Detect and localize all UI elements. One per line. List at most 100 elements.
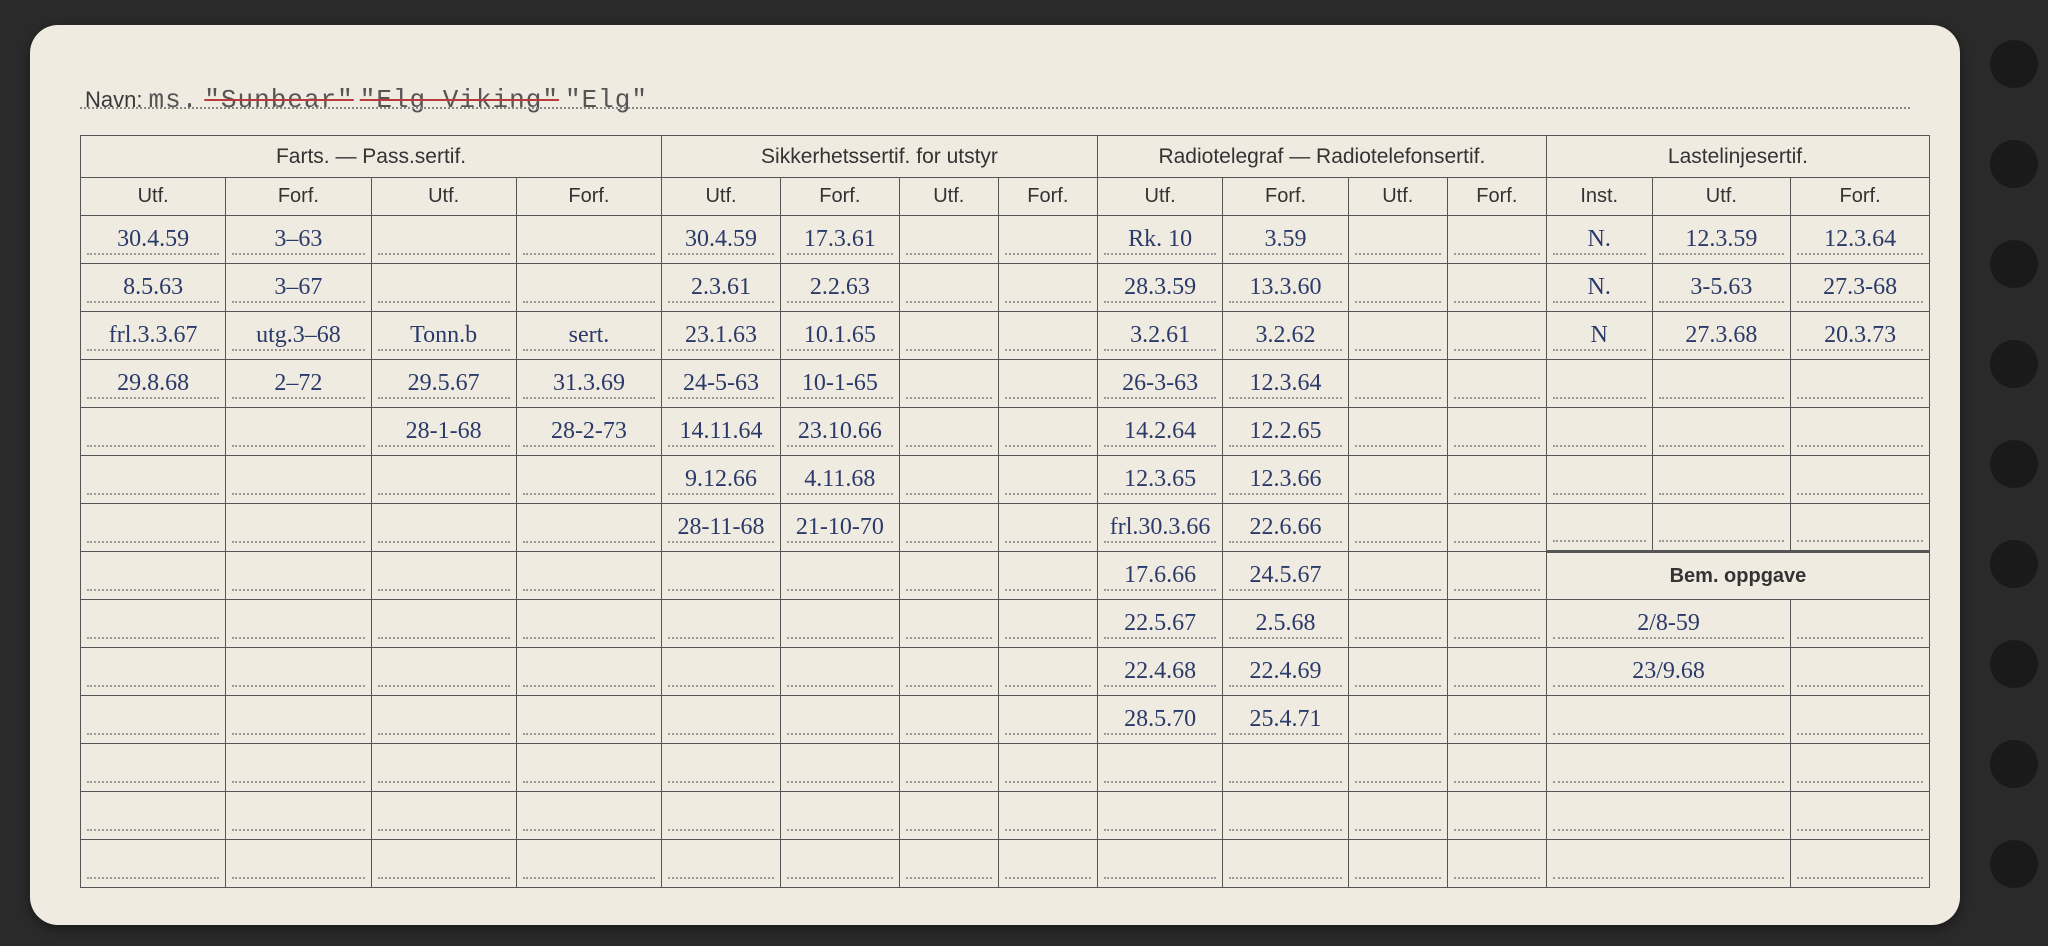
table-cell: utg.3–68 <box>226 312 371 360</box>
table-cell <box>81 744 226 792</box>
handwritten-value: 25.4.71 <box>1250 706 1322 732</box>
handwritten-value: frl.3.3.67 <box>109 322 198 348</box>
table-cell: N. <box>1546 264 1652 312</box>
table-cell <box>371 504 516 552</box>
table-cell: 17.6.66 <box>1097 552 1222 600</box>
table-cell: 28-11-68 <box>662 504 781 552</box>
table-cell: 13.3.60 <box>1223 264 1348 312</box>
table-cell <box>1791 456 1930 504</box>
handwritten-value: 10.1.65 <box>804 322 876 348</box>
table-cell <box>226 744 371 792</box>
handwritten-value: 27.3-68 <box>1823 274 1897 300</box>
table-cell <box>226 456 371 504</box>
handwritten-value: 22.4.68 <box>1124 658 1196 684</box>
table-cell: 3–67 <box>226 264 371 312</box>
handwritten-value: 12.3.66 <box>1250 466 1322 492</box>
table-cell: 21-10-70 <box>780 504 899 552</box>
table-cell: 27.3-68 <box>1791 264 1930 312</box>
table-cell <box>662 840 781 888</box>
table-cell: sert. <box>516 312 661 360</box>
table-row: frl.3.3.67utg.3–68Tonn.bsert.23.1.6310.1… <box>81 312 1930 360</box>
table-row: 22.5.672.5.682/8-59 <box>81 600 1930 648</box>
table-cell: 30.4.59 <box>81 216 226 264</box>
handwritten-value: 14.11.64 <box>679 418 762 444</box>
table-cell <box>516 552 661 600</box>
table-cell: 28-2-73 <box>516 408 661 456</box>
table-cell: 12.2.65 <box>1223 408 1348 456</box>
table-cell: Rk. 10 <box>1097 216 1222 264</box>
table-cell <box>516 840 661 888</box>
handwritten-value: 3.59 <box>1265 226 1307 252</box>
table-cell: 3-5.63 <box>1652 264 1791 312</box>
table-cell <box>998 792 1097 840</box>
table-cell <box>516 456 661 504</box>
handwritten-value: 4.11.68 <box>804 466 875 492</box>
table-cell <box>662 648 781 696</box>
group-sikk: Sikkerhetssertif. for utstyr <box>662 136 1098 178</box>
table-cell <box>1652 408 1791 456</box>
table-row: 8.5.633–672.3.612.2.6328.3.5913.3.60N.3-… <box>81 264 1930 312</box>
table-cell: frl.30.3.66 <box>1097 504 1222 552</box>
hole-icon <box>1990 440 2038 488</box>
table-cell: 29.5.67 <box>371 360 516 408</box>
table-cell: 10-1-65 <box>780 360 899 408</box>
table-cell <box>226 792 371 840</box>
table-cell <box>516 264 661 312</box>
table-cell <box>780 600 899 648</box>
table-cell <box>780 840 899 888</box>
sub-utf: Utf. <box>1097 178 1222 216</box>
hole-icon <box>1990 740 2038 788</box>
table-cell <box>1546 504 1652 552</box>
table-cell <box>899 216 998 264</box>
table-cell <box>371 264 516 312</box>
table-cell <box>81 696 226 744</box>
table-cell <box>780 744 899 792</box>
table-cell <box>662 552 781 600</box>
table-cell <box>1223 792 1348 840</box>
table-cell <box>516 504 661 552</box>
table-cell <box>516 792 661 840</box>
table-row: 17.6.6624.5.67Bem. oppgave <box>81 552 1930 600</box>
table-cell <box>1791 840 1930 888</box>
handwritten-value: Rk. 10 <box>1128 226 1192 252</box>
table-cell <box>1546 456 1652 504</box>
table-cell <box>998 744 1097 792</box>
table-cell: 25.4.71 <box>1223 696 1348 744</box>
table-cell <box>662 744 781 792</box>
ship-name-struck-2: "Elg Viking" <box>360 85 559 115</box>
table-cell <box>1097 840 1222 888</box>
table-cell: N. <box>1546 216 1652 264</box>
table-cell: 22.5.67 <box>1097 600 1222 648</box>
table-row: 28-11-6821-10-70frl.30.3.6622.6.66 <box>81 504 1930 552</box>
table-cell <box>998 312 1097 360</box>
handwritten-value: 14.2.64 <box>1124 418 1196 444</box>
table-cell: 12.3.65 <box>1097 456 1222 504</box>
table-cell <box>899 600 998 648</box>
handwritten-value: 2.3.61 <box>691 274 751 300</box>
ship-name-struck-1: "Sunbear" <box>204 85 353 115</box>
handwritten-value: 28-1-68 <box>406 418 482 444</box>
table-cell <box>1348 312 1447 360</box>
table-cell <box>226 504 371 552</box>
table-cell: 30.4.59 <box>662 216 781 264</box>
table-cell <box>226 648 371 696</box>
table-cell: 9.12.66 <box>662 456 781 504</box>
hole-icon <box>1990 340 2038 388</box>
table-row: 30.4.593–6330.4.5917.3.61Rk. 103.59N.12.… <box>81 216 1930 264</box>
handwritten-value: 3-5.63 <box>1690 274 1752 300</box>
handwritten-value: sert. <box>569 322 610 348</box>
table-cell <box>371 840 516 888</box>
table-cell: 12.3.66 <box>1223 456 1348 504</box>
table-cell <box>1348 216 1447 264</box>
handwritten-value: 12.3.64 <box>1824 226 1896 252</box>
table-cell: 3.59 <box>1223 216 1348 264</box>
table-cell: Tonn.b <box>371 312 516 360</box>
handwritten-value: 23/9.68 <box>1632 658 1705 684</box>
table-cell <box>1447 216 1546 264</box>
handwritten-value: N <box>1591 322 1608 348</box>
table-cell <box>1223 840 1348 888</box>
table-cell <box>998 600 1097 648</box>
table-cell: 2.3.61 <box>662 264 781 312</box>
table-cell <box>1223 744 1348 792</box>
table-cell <box>1348 792 1447 840</box>
